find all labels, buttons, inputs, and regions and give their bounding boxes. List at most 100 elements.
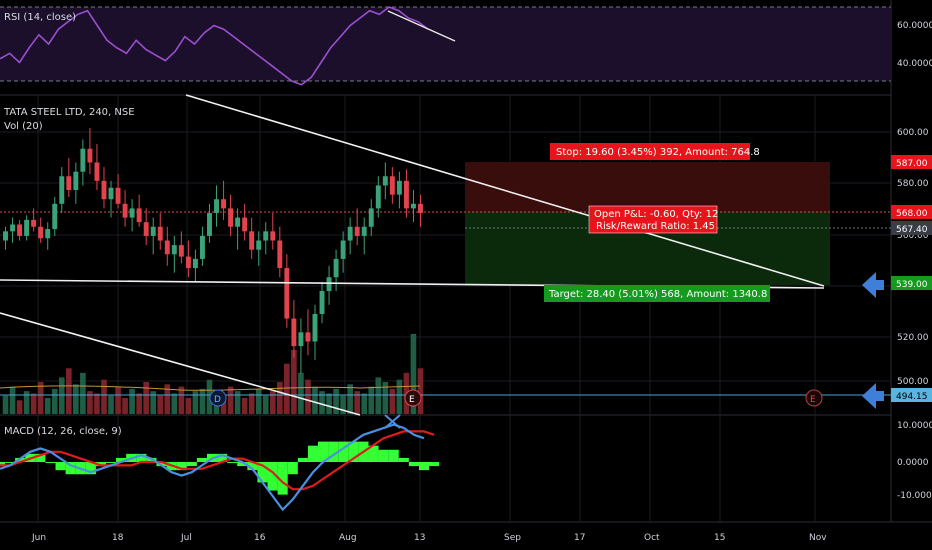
entry-price-badge (891, 221, 932, 235)
candle-body (396, 180, 402, 195)
macd-hist-bar (65, 462, 76, 475)
symbol-title: TATA STEEL LTD, 240, NSE (3, 107, 135, 118)
volume-bar (255, 388, 262, 414)
rsi-band (0, 7, 891, 81)
time-tick: 17 (574, 533, 585, 543)
candle-body (80, 148, 86, 172)
candle-body (382, 176, 388, 186)
macd-hist-bar (95, 462, 106, 467)
rsi-line (0, 6, 429, 86)
volume-bar (51, 388, 58, 414)
time-tick: 18 (112, 533, 124, 543)
macd-hist-bar (277, 462, 288, 495)
candle-body (73, 171, 79, 191)
volume-bar (23, 391, 30, 414)
arrow-support-icon[interactable] (862, 272, 884, 298)
last-price-text: 568.00 (896, 209, 928, 219)
candle-body (249, 231, 255, 250)
lower-trendline[interactable] (0, 312, 361, 416)
candle-body (375, 185, 381, 209)
volume-bar (66, 368, 72, 414)
time-tick: Jul (180, 533, 192, 543)
candle-body (326, 277, 332, 292)
candle-body (256, 240, 262, 250)
candle-body (298, 332, 304, 347)
candle-body (178, 245, 184, 257)
candle-body (214, 199, 219, 213)
target-label-box (544, 285, 770, 302)
rsi-tick-40: 40.0000 (897, 59, 932, 69)
candle-body (284, 268, 290, 319)
candle-body (10, 224, 16, 232)
price-tick-580: 580.00 (897, 179, 929, 189)
volume-bar (361, 393, 368, 414)
macd-tick-10: 10.0000 (897, 421, 932, 431)
volume-bar (382, 382, 389, 414)
volume-bar (291, 350, 297, 414)
volume-bar (136, 393, 142, 414)
volume-bar (101, 379, 107, 414)
annotation-arrows[interactable] (862, 272, 884, 409)
volume-bar (108, 395, 114, 414)
macd-hist-bar (348, 441, 359, 462)
event-markers[interactable]: D E E (209, 389, 823, 407)
candle-body (277, 240, 283, 269)
macd-hist-bar (45, 462, 56, 463)
volume-bar (220, 395, 227, 414)
rsi-trendline[interactable] (387, 10, 456, 42)
candle-body (242, 217, 248, 232)
macd-hist-bar (368, 445, 379, 462)
macd-tick-neg10: -10.0000 (897, 491, 932, 501)
upper-trendline[interactable] (185, 94, 825, 287)
volume-bar (368, 386, 375, 414)
rsi-pane: RSI (14, close) 60.0000 40.0000 (0, 6, 932, 86)
rsi-title: RSI (14, close) (4, 12, 76, 23)
stop-price-badge (891, 155, 932, 169)
volume-bar (115, 386, 121, 414)
macd-hist-bar (85, 462, 96, 475)
macd-hist-bar (338, 441, 349, 462)
macd-hist-bar (297, 457, 308, 462)
time-tick: 15 (714, 533, 725, 543)
candle-body (115, 187, 121, 204)
price-axis[interactable]: 600.00 580.00 560.00 520.00 500.00 587.0… (891, 128, 932, 402)
time-axis[interactable]: Jun 18 Jul 16 Aug 13 Sep 17 Oct 15 Nov (31, 533, 827, 543)
candle-body (87, 148, 93, 163)
candle-body (368, 208, 374, 227)
candle-body (143, 222, 149, 236)
volume-bar (2, 395, 9, 414)
stop-zone[interactable] (465, 162, 830, 212)
candle-body (24, 219, 30, 236)
macd-line (0, 423, 425, 512)
arrow-volume-icon[interactable] (862, 383, 884, 409)
candle-body (354, 226, 360, 236)
candle-body (150, 226, 156, 236)
event-earnings-future-marker[interactable] (805, 389, 823, 407)
volume-bar (80, 372, 86, 414)
macd-hist-bar (378, 449, 389, 462)
candle-body (136, 208, 142, 223)
volume-bar (178, 386, 185, 414)
candle-body (122, 203, 128, 218)
volume-bar (319, 391, 325, 414)
volume-bar (44, 398, 51, 414)
volume-bar (9, 386, 16, 414)
volume-bar (87, 391, 93, 414)
macd-cross-icon (384, 414, 401, 429)
event-earnings-marker[interactable] (404, 389, 422, 407)
candle-body (263, 231, 269, 241)
macd-hist-bar (267, 462, 278, 491)
macd-hist-bar (55, 462, 66, 471)
entry-price-text: 567.40 (896, 225, 928, 235)
candle-body (185, 256, 191, 269)
macd-title: MACD (12, 26, close, 9) (4, 426, 122, 437)
macd-hist-bar (217, 453, 228, 462)
candles (3, 128, 423, 374)
macd-hist-bar (156, 462, 167, 467)
target-price-badge (891, 276, 932, 290)
macd-signal-line (0, 430, 435, 491)
candle-body (171, 245, 177, 255)
event-dividend-marker[interactable] (209, 389, 227, 407)
volume-title: Vol (20) (4, 121, 43, 132)
event-earnings-future-label: E (810, 395, 816, 405)
